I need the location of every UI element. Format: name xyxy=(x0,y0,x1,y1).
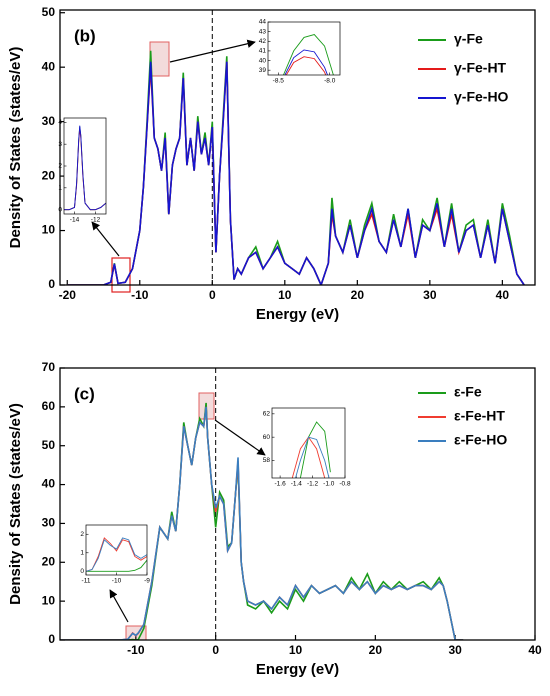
series-line xyxy=(60,402,464,640)
x-tick-label: 0 xyxy=(212,643,219,657)
arrow xyxy=(214,419,266,456)
y-tick-label: 1 xyxy=(58,185,62,192)
y-tick-label: 0 xyxy=(48,277,55,291)
y-tick-label: 20 xyxy=(42,168,56,182)
x-tick-label: -20 xyxy=(59,288,77,302)
y-tick-label: 50 xyxy=(42,438,56,452)
y-tick-label: 2 xyxy=(80,531,84,538)
x-tick-label: -8.5 xyxy=(273,78,285,85)
y-tick-label: 4 xyxy=(58,119,62,126)
series-line xyxy=(299,421,331,478)
series-line xyxy=(285,56,327,75)
legend-label: γ-Fe-HT xyxy=(454,60,507,76)
y-tick-label: 3 xyxy=(58,141,62,148)
series-line xyxy=(86,537,147,572)
arrow xyxy=(91,221,120,257)
y-tick-label: 60 xyxy=(263,434,271,441)
highlight-box xyxy=(149,41,170,77)
inset-background xyxy=(268,22,340,75)
x-tick-label: -1.6 xyxy=(275,481,287,488)
y-tick-label: 39 xyxy=(259,67,267,74)
x-tick-label: -14 xyxy=(70,217,80,224)
y-tick-label: 0 xyxy=(80,568,84,575)
x-tick-label: 20 xyxy=(351,288,365,302)
y-tick-label: 41 xyxy=(259,48,267,55)
y-axis-label: Density of States (states/eV) xyxy=(7,403,24,605)
y-tick-label: 0 xyxy=(58,206,62,213)
y-tick-label: 10 xyxy=(42,593,56,607)
x-tick-label: -10 xyxy=(131,288,149,302)
axes-frame xyxy=(63,117,107,215)
x-tick-label: -1.0 xyxy=(323,481,335,488)
panel-label: (c) xyxy=(74,384,95,403)
axes-frame xyxy=(85,524,148,576)
y-tick-label: 42 xyxy=(259,38,267,45)
x-axis-label: Energy (eV) xyxy=(256,306,339,323)
y-tick-label: 40 xyxy=(42,59,56,73)
legend-label: ε-Fe-HT xyxy=(454,408,505,424)
inset-background xyxy=(272,408,345,478)
x-tick-label: 20 xyxy=(369,643,383,657)
x-axis-label: Energy (eV) xyxy=(256,661,339,678)
y-tick-label: 40 xyxy=(42,477,56,491)
x-tick-label: -10 xyxy=(112,578,122,585)
legend-label: ε-Fe xyxy=(454,384,482,400)
y-tick-label: 10 xyxy=(42,223,56,237)
y-tick-label: 2 xyxy=(58,163,62,170)
y-tick-label: 44 xyxy=(259,19,267,26)
series-line xyxy=(86,559,147,572)
panel-label: (b) xyxy=(74,26,96,45)
y-tick-label: 20 xyxy=(42,554,56,568)
legend-label: ε-Fe-HO xyxy=(454,432,507,448)
arrow xyxy=(109,589,129,623)
series-line xyxy=(67,61,525,285)
y-tick-label: 43 xyxy=(259,28,267,35)
y-tick-label: 30 xyxy=(42,114,56,128)
series-line xyxy=(60,406,464,640)
axes-frame xyxy=(59,9,536,286)
series-line xyxy=(64,125,106,211)
x-tick-label: -0.8 xyxy=(339,481,351,488)
x-tick-label: -12 xyxy=(91,217,101,224)
x-tick-label: 10 xyxy=(289,643,303,657)
y-axis-label: Density of States (states/eV) xyxy=(7,47,24,249)
x-tick-label: -9 xyxy=(144,578,150,585)
x-tick-label: -8.0 xyxy=(324,78,336,85)
x-tick-label: 0 xyxy=(209,288,216,302)
y-tick-label: 50 xyxy=(42,5,56,19)
x-tick-label: 10 xyxy=(278,288,292,302)
series-line xyxy=(283,34,334,75)
series-line xyxy=(60,406,464,640)
x-tick-label: -10 xyxy=(127,643,145,657)
y-tick-label: 30 xyxy=(42,516,56,530)
y-tick-label: 0 xyxy=(48,632,55,646)
series-line xyxy=(86,537,147,572)
y-tick-label: 58 xyxy=(263,457,271,464)
series-line xyxy=(295,436,330,478)
x-tick-label: -1.2 xyxy=(307,481,319,488)
y-tick-label: 40 xyxy=(259,57,267,64)
x-tick-label: -1.4 xyxy=(291,481,303,488)
y-tick-label: 70 xyxy=(42,360,56,374)
axes-frame xyxy=(267,21,341,76)
x-tick-label: 40 xyxy=(496,288,510,302)
x-tick-label: 30 xyxy=(423,288,437,302)
y-tick-label: 60 xyxy=(42,399,56,413)
x-tick-label: -11 xyxy=(82,578,91,585)
series-line xyxy=(284,49,328,75)
x-tick-label: 30 xyxy=(448,643,462,657)
axes-frame xyxy=(59,367,536,641)
x-tick-label: 40 xyxy=(528,643,542,657)
series-line xyxy=(291,436,326,478)
y-tick-label: 1 xyxy=(80,549,84,556)
y-tick-label: 62 xyxy=(263,411,271,418)
axes-frame xyxy=(271,407,346,479)
legend-label: γ-Fe-HO xyxy=(454,89,509,105)
legend-label: γ-Fe xyxy=(454,31,483,47)
